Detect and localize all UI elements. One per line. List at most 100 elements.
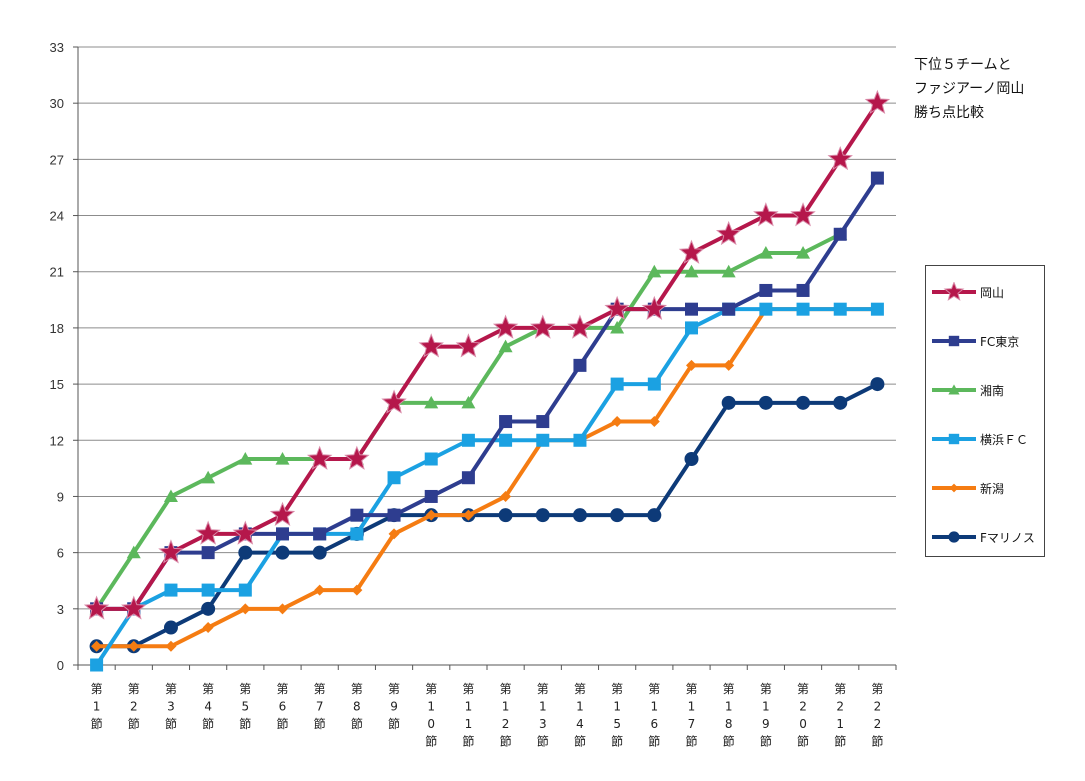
legend-item: 横浜ＦＣ (926, 429, 1044, 449)
data-point (948, 433, 960, 445)
data-point (498, 508, 513, 523)
data-point (758, 246, 773, 259)
series-line (96, 102, 880, 611)
data-point (796, 283, 810, 297)
y-tick-label: 18 (50, 321, 64, 336)
data-point (312, 545, 327, 560)
data-point (790, 202, 816, 227)
data-point (648, 416, 660, 428)
y-tick-label: 0 (57, 658, 64, 673)
x-axis-ticks: 第 1 節 第 2 節 第 3 節 第 4 節 第 5 節 第 6 節 第 7 節 第 8 節 第 9 節 第 1 0 節 第 1 1 節 第 1 2 節 第… (77, 665, 897, 749)
data-point (201, 601, 216, 616)
data-point (351, 584, 363, 596)
data-point (201, 583, 215, 597)
data-point (641, 295, 668, 320)
data-point (499, 415, 513, 429)
data-point (833, 302, 847, 316)
data-point (498, 339, 513, 353)
y-tick-label: 21 (50, 265, 64, 280)
data-point (573, 433, 587, 447)
legend-label: 湘南 (980, 384, 1005, 398)
legend-item: 岡山 (926, 282, 1044, 302)
data-point (492, 314, 519, 339)
data-point (678, 239, 705, 264)
data-point (536, 433, 550, 447)
data-point (163, 489, 178, 503)
legend-label: 横浜ＦＣ (980, 433, 1029, 447)
data-point (164, 583, 178, 597)
data-point (269, 501, 296, 526)
data-point (424, 489, 438, 503)
series-1 (90, 171, 884, 616)
legend-label: 岡山 (980, 286, 1005, 300)
legend-label: Fマリノス (980, 531, 1035, 545)
data-point (870, 377, 885, 392)
data-point (715, 220, 742, 246)
data-point (128, 640, 140, 652)
data-point (833, 395, 848, 410)
data-point (948, 335, 960, 347)
gridlines (78, 46, 896, 610)
data-point (275, 452, 290, 465)
data-point (948, 531, 960, 543)
series-line (96, 307, 878, 649)
data-point (572, 508, 587, 523)
y-tick-label: 27 (50, 152, 64, 167)
data-point (647, 264, 662, 278)
data-point (796, 302, 810, 316)
data-point (758, 395, 773, 410)
data-point (759, 283, 773, 297)
title-line: ファジアーノ岡山 (914, 81, 1025, 97)
data-point (238, 452, 253, 465)
data-point (350, 508, 364, 522)
legend-swatch (932, 384, 976, 395)
data-point (610, 508, 625, 523)
data-point (201, 470, 216, 484)
data-point (195, 520, 221, 545)
data-point (610, 320, 625, 334)
data-point (759, 302, 773, 316)
y-tick-label: 6 (57, 546, 64, 561)
data-point (462, 509, 474, 521)
data-point (455, 333, 482, 358)
series-5 (89, 377, 885, 654)
data-point (275, 545, 290, 560)
data-point (573, 358, 587, 372)
y-tick-label: 9 (57, 489, 64, 504)
data-point (604, 295, 630, 320)
data-point (723, 359, 735, 371)
y-tick-label: 24 (50, 209, 64, 224)
data-point (387, 508, 401, 522)
series-line (96, 176, 880, 611)
data-point (499, 433, 513, 447)
y-axis-ticks: 0 3 6 9 12 15 18 21 24 27 30 33 (50, 40, 78, 673)
data-point (418, 333, 444, 358)
data-point (165, 640, 177, 652)
legend-swatch (932, 335, 976, 347)
title-line: 勝ち点比較 (914, 105, 984, 121)
legend-item: FC東京 (926, 331, 1044, 351)
legend-swatch (932, 433, 976, 445)
legend: 岡山 FC東京湘南横浜ＦＣ 新潟 Fマリノス (925, 265, 1045, 557)
data-point (121, 595, 147, 620)
data-point (567, 314, 593, 339)
legend-item: 新潟 (926, 478, 1044, 498)
data-point (201, 546, 215, 560)
data-point (90, 658, 104, 672)
series-3 (90, 302, 884, 672)
data-point (721, 395, 736, 410)
